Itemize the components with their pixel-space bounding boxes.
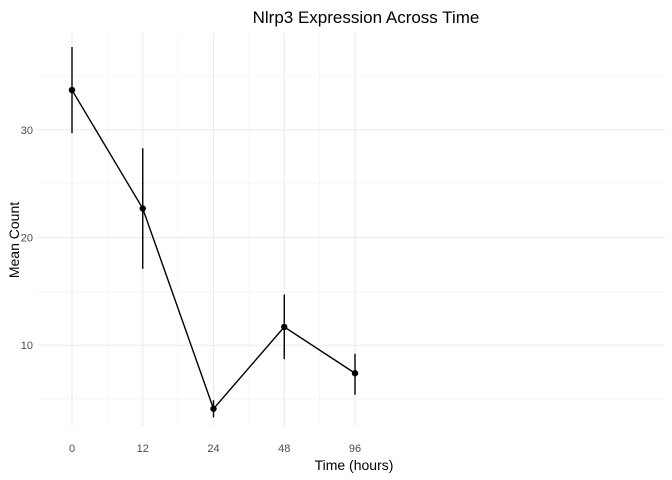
x-axis-label: Time (hours): [315, 457, 394, 473]
x-tick-label: 24: [207, 443, 219, 455]
x-tick-label: 0: [69, 443, 75, 455]
x-tick-label: 12: [137, 443, 149, 455]
data-point: [139, 205, 146, 212]
y-axis-label: Mean Count: [6, 202, 22, 278]
data-point: [68, 86, 76, 94]
series-layer: [68, 46, 359, 418]
x-tick-labels: 0 12 24 48 96: [69, 443, 361, 455]
y-tick-label: 20: [21, 233, 33, 245]
data-point: [281, 323, 288, 331]
data-point: [210, 405, 217, 412]
x-tick-label: 96: [349, 443, 361, 455]
y-tick-label: 30: [21, 125, 33, 137]
y-tick-label: 10: [21, 340, 33, 352]
x-tick-label: 48: [278, 443, 290, 455]
grid: [37, 33, 665, 426]
y-tick-labels: 10 20 30: [21, 125, 33, 352]
chart-title: Nlrp3 Expression Across Time: [253, 8, 480, 27]
data-point: [351, 370, 359, 377]
